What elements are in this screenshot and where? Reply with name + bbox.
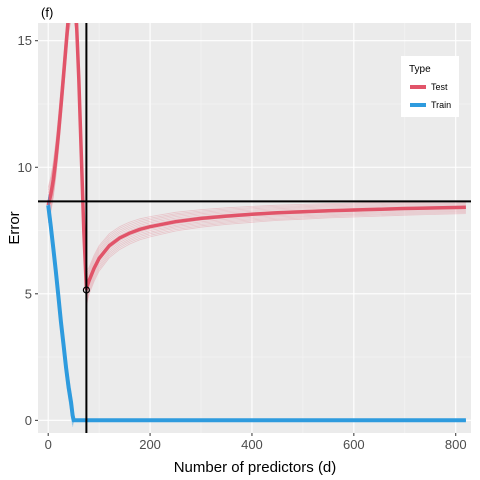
legend: Type Test Train <box>401 56 459 117</box>
y-tick-label: 15 <box>18 33 32 48</box>
x-tick-label: 600 <box>343 437 365 452</box>
x-tick-label: 800 <box>445 437 467 452</box>
x-tick-label: 0 <box>45 437 52 452</box>
train-series-line <box>46 204 466 423</box>
x-tick-label: 200 <box>139 437 161 452</box>
panel-label: (f) <box>41 5 53 20</box>
gridlines <box>38 23 471 433</box>
x-axis-title: Number of predictors (d) <box>174 459 337 476</box>
axis-ticks: 0 200 400 600 800 0 5 10 15 <box>18 33 467 452</box>
legend-label-train: Train <box>431 100 451 110</box>
legend-title: Type <box>409 64 431 75</box>
y-tick-label: 5 <box>25 286 32 301</box>
optimum-point <box>82 286 90 294</box>
legend-label-test: Test <box>431 82 448 92</box>
plot-panel <box>38 23 471 433</box>
test-series-line <box>46 23 466 291</box>
y-axis-title: Error <box>6 211 23 244</box>
y-tick-label: 0 <box>25 413 32 428</box>
x-tick-label: 400 <box>241 437 263 452</box>
series-layer <box>46 23 466 427</box>
y-tick-label: 10 <box>18 160 32 175</box>
reference-lines <box>38 23 471 433</box>
